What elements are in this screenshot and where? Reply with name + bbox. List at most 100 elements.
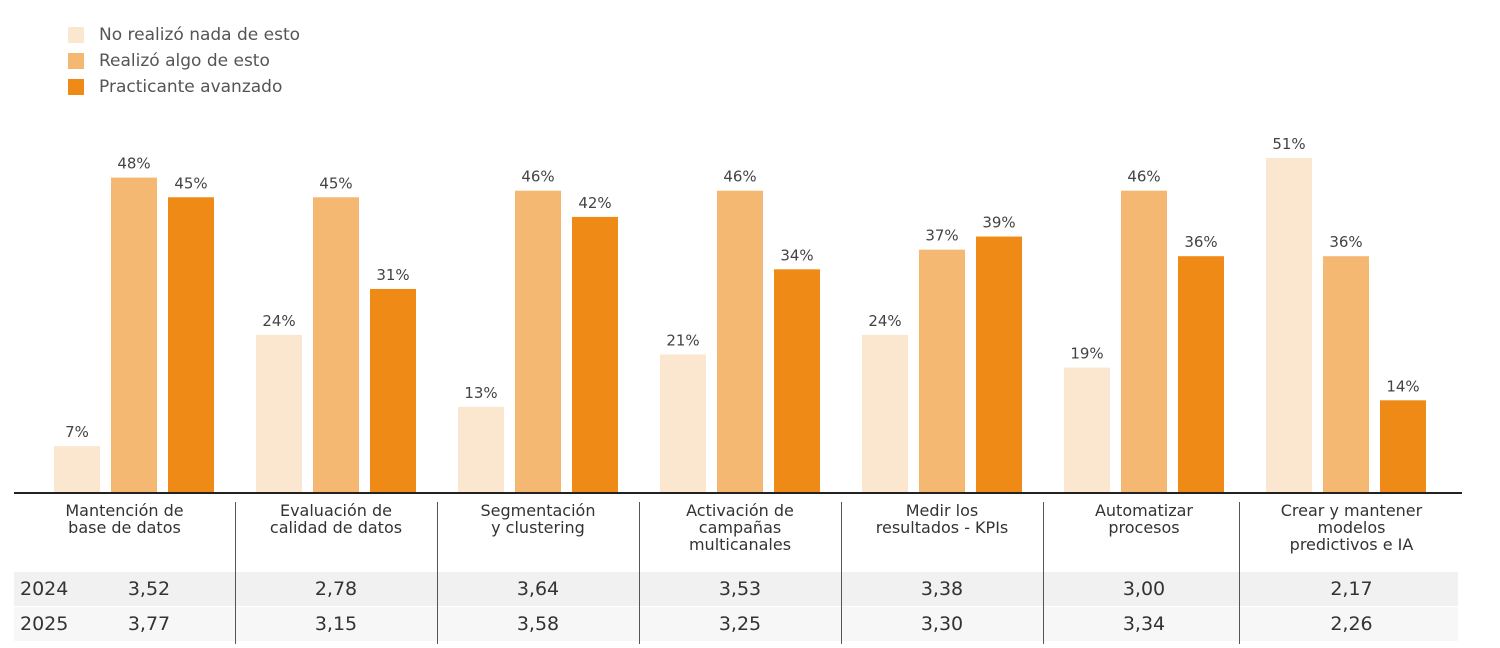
legend-swatch-none — [68, 27, 84, 43]
table-cell-2024-1: 2,78 — [314, 578, 358, 600]
legend-item-none: No realizó nada de esto — [68, 22, 300, 48]
bar-s1-c6 — [1323, 256, 1369, 492]
bar-s0-c1 — [256, 334, 302, 492]
table-cell-2024-4: 3,38 — [920, 578, 964, 600]
bar-label-s2-c3: 34% — [780, 246, 813, 264]
column-divider — [437, 502, 438, 644]
bar-s0-c0 — [54, 446, 100, 492]
category-line: multicanales — [688, 535, 792, 554]
bar-label-s0-c4: 24% — [868, 312, 901, 330]
bar-label-s2-c4: 39% — [982, 214, 1015, 232]
column-divider — [1043, 502, 1044, 644]
bar-labels-group: 7% 24% 13% 21% 24% 19% 51% 48% 45% 46% 46% 37% 46% 36… — [65, 135, 1420, 441]
bar-label-s1-c6: 36% — [1329, 233, 1362, 251]
category-label-2: Segmentación y clustering — [437, 502, 639, 574]
bar-s2-c5 — [1178, 256, 1224, 492]
category-line: modelos — [1317, 518, 1386, 537]
year-label-2025: 2025 — [20, 613, 69, 635]
category-line: Automatizar — [1094, 501, 1194, 520]
table-cell-2024-6: 2,17 — [1330, 578, 1373, 600]
bar-label-s2-c2: 42% — [578, 194, 611, 212]
bar-label-s2-c6: 14% — [1386, 377, 1419, 395]
table-cell-2024-3: 3,53 — [718, 578, 762, 600]
bar-s0-c6 — [1266, 157, 1312, 492]
bar-label-s0-c0: 7% — [65, 423, 89, 441]
bar-s0-c2 — [458, 406, 504, 492]
bar-label-s1-c2: 46% — [521, 168, 554, 186]
legend-swatch-some — [68, 53, 84, 69]
bar-s2-c6 — [1380, 400, 1426, 492]
category-line: procesos — [1108, 518, 1180, 537]
bar-s2-c0 — [168, 197, 214, 492]
category-line: predictivos e IA — [1289, 535, 1414, 554]
bar-s0-c5 — [1064, 367, 1110, 492]
category-label-5: Automatizar procesos — [1043, 502, 1245, 574]
category-line: Crear y mantener — [1280, 501, 1423, 520]
bar-label-s1-c4: 37% — [925, 227, 958, 245]
bar-label-s2-c0: 45% — [174, 174, 207, 192]
column-divider — [639, 502, 640, 644]
legend-item-advanced: Practicante avanzado — [68, 74, 300, 100]
column-divider — [1239, 502, 1240, 644]
table-row-2025: 2025 3,77 3,15 3,58 3,25 3,30 3,34 2,26 — [14, 607, 1458, 641]
table-cell-2025-3: 3,25 — [718, 613, 762, 635]
chart-legend: No realizó nada de esto Realizó algo de … — [68, 22, 300, 100]
category-line: calidad de datos — [269, 518, 403, 537]
table-cell-2025-0: 3,77 — [127, 613, 171, 635]
bar-label-s1-c1: 45% — [319, 174, 352, 192]
category-line: Activación de — [686, 501, 794, 520]
bar-label-s0-c5: 19% — [1070, 345, 1103, 363]
category-line: Evaluación de — [279, 501, 392, 520]
legend-label-advanced: Practicante avanzado — [99, 77, 283, 97]
bar-label-s2-c1: 31% — [376, 266, 409, 284]
category-line: Mantención de — [65, 501, 184, 520]
bar-s1-c4 — [919, 249, 965, 492]
bar-chart: 7% 24% 13% 21% 24% 19% 51% 48% 45% 46% 46% 37% 46% 36… — [14, 135, 1462, 494]
category-label-3: Activación de campañas multicanales — [639, 502, 841, 574]
bar-s2-c2 — [572, 216, 618, 492]
table-cell-2024-5: 3,00 — [1122, 578, 1166, 600]
category-label-6: Crear y mantener modelos predictivos e IA — [1245, 502, 1458, 574]
category-line: base de datos — [68, 518, 181, 537]
table-cell-2024-2: 3,64 — [516, 578, 560, 600]
data-table: Mantención de base de datos Evaluación de c… — [0, 492, 1462, 648]
bar-label-s0-c3: 21% — [666, 331, 699, 349]
bar-s0-c3 — [660, 354, 706, 492]
bar-s2-c3 — [774, 269, 820, 492]
table-cell-2025-5: 3,34 — [1122, 613, 1166, 635]
bar-s1-c1 — [313, 197, 359, 492]
legend-item-some: Realizó algo de esto — [68, 48, 300, 74]
column-divider — [841, 502, 842, 644]
table-row-2024: 2024 3,52 2,78 3,64 3,53 3,38 3,00 2,17 — [14, 572, 1458, 606]
bar-label-s0-c6: 51% — [1272, 135, 1305, 153]
bar-label-s1-c0: 48% — [117, 155, 150, 173]
table-cell-2025-1: 3,15 — [314, 613, 358, 635]
bar-s2-c4 — [976, 236, 1022, 492]
column-divider — [235, 502, 236, 644]
category-line: Segmentación — [480, 501, 596, 520]
category-line: y clustering — [491, 518, 585, 537]
year-label-2024: 2024 — [20, 578, 69, 600]
legend-label-some: Realizó algo de esto — [99, 51, 270, 71]
bar-s1-c5 — [1121, 190, 1167, 492]
category-label-4: Medir los resultados - KPIs — [841, 502, 1043, 574]
legend-swatch-advanced — [68, 79, 84, 95]
category-line: Medir los — [905, 501, 979, 520]
legend-label-none: No realizó nada de esto — [99, 25, 301, 45]
bar-s0-c4 — [862, 334, 908, 492]
bar-s2-c1 — [370, 288, 416, 492]
table-category-row: Mantención de base de datos Evaluación de c… — [14, 502, 1458, 574]
table-cell-2025-4: 3,30 — [920, 613, 964, 635]
category-line: campañas — [698, 518, 782, 537]
bar-s1-c0 — [111, 177, 157, 492]
bars-group — [54, 157, 1426, 492]
bar-s1-c3 — [717, 190, 763, 492]
table-cell-2024-0: 3,52 — [127, 578, 171, 600]
category-line: resultados - KPIs — [875, 518, 1009, 537]
bar-s1-c2 — [515, 190, 561, 492]
category-label-0: Mantención de base de datos — [14, 502, 235, 574]
bar-label-s0-c1: 24% — [262, 312, 295, 330]
bar-label-s2-c5: 36% — [1184, 233, 1217, 251]
bar-label-s0-c2: 13% — [464, 384, 497, 402]
table-cell-2025-2: 3,58 — [516, 613, 560, 635]
